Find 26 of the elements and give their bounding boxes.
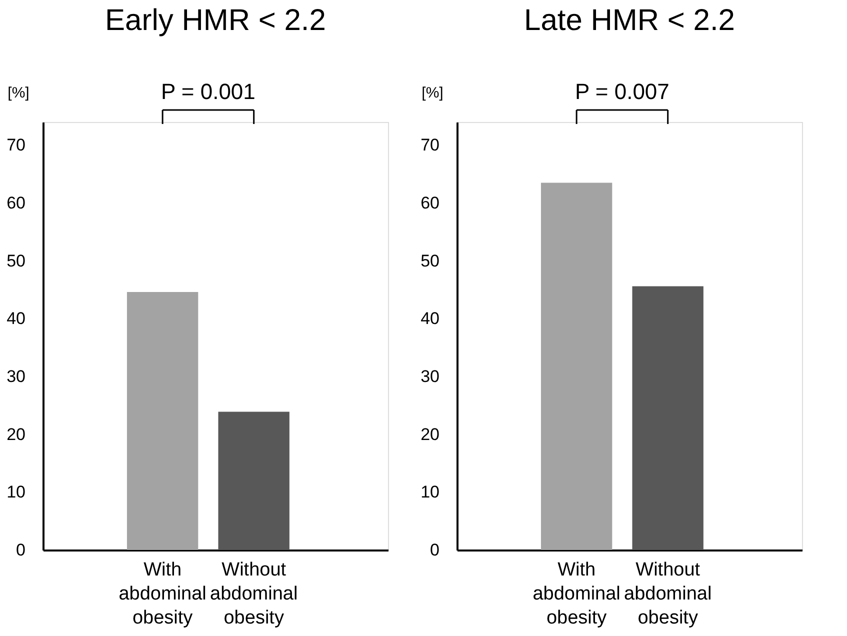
y-tick-label: 60 [6,193,26,212]
y-tick-label: 30 [420,366,440,386]
y-tick-label: 20 [420,424,440,444]
y-tick-label: 20 [6,424,26,444]
x-tick-label: Without abdominal obesity [210,560,298,628]
x-tick-label: With abdominal obesity [118,560,206,628]
text: P = 0.001 [160,79,256,104]
y-tick-label: 0 [430,540,440,560]
y-tick-label: 30 [6,366,26,386]
y-tick-label: 70 [6,136,26,155]
x-tick-label: With abdominal obesity [532,560,620,628]
y-tick-label: 50 [6,251,26,270]
y-tick-label: 10 [6,482,26,502]
y-axis-title: [%] [422,84,444,102]
chart-title: Late HMR < 2.2 [524,4,735,37]
chart-title: Early HMR < 2.2 [105,4,326,37]
x-tick-label: Without abdominal obesity [624,560,712,628]
text: P = 0.007 [574,79,670,104]
y-tick-label: 60 [420,193,440,212]
y-tick-label: 40 [420,309,440,328]
y-tick-label: 0 [16,540,26,560]
y-tick-label: 40 [6,309,26,328]
y-tick-label: 50 [420,251,440,270]
y-tick-label: 10 [420,482,440,502]
y-tick-label: 70 [420,136,440,155]
y-axis-title: [%] [8,84,30,102]
